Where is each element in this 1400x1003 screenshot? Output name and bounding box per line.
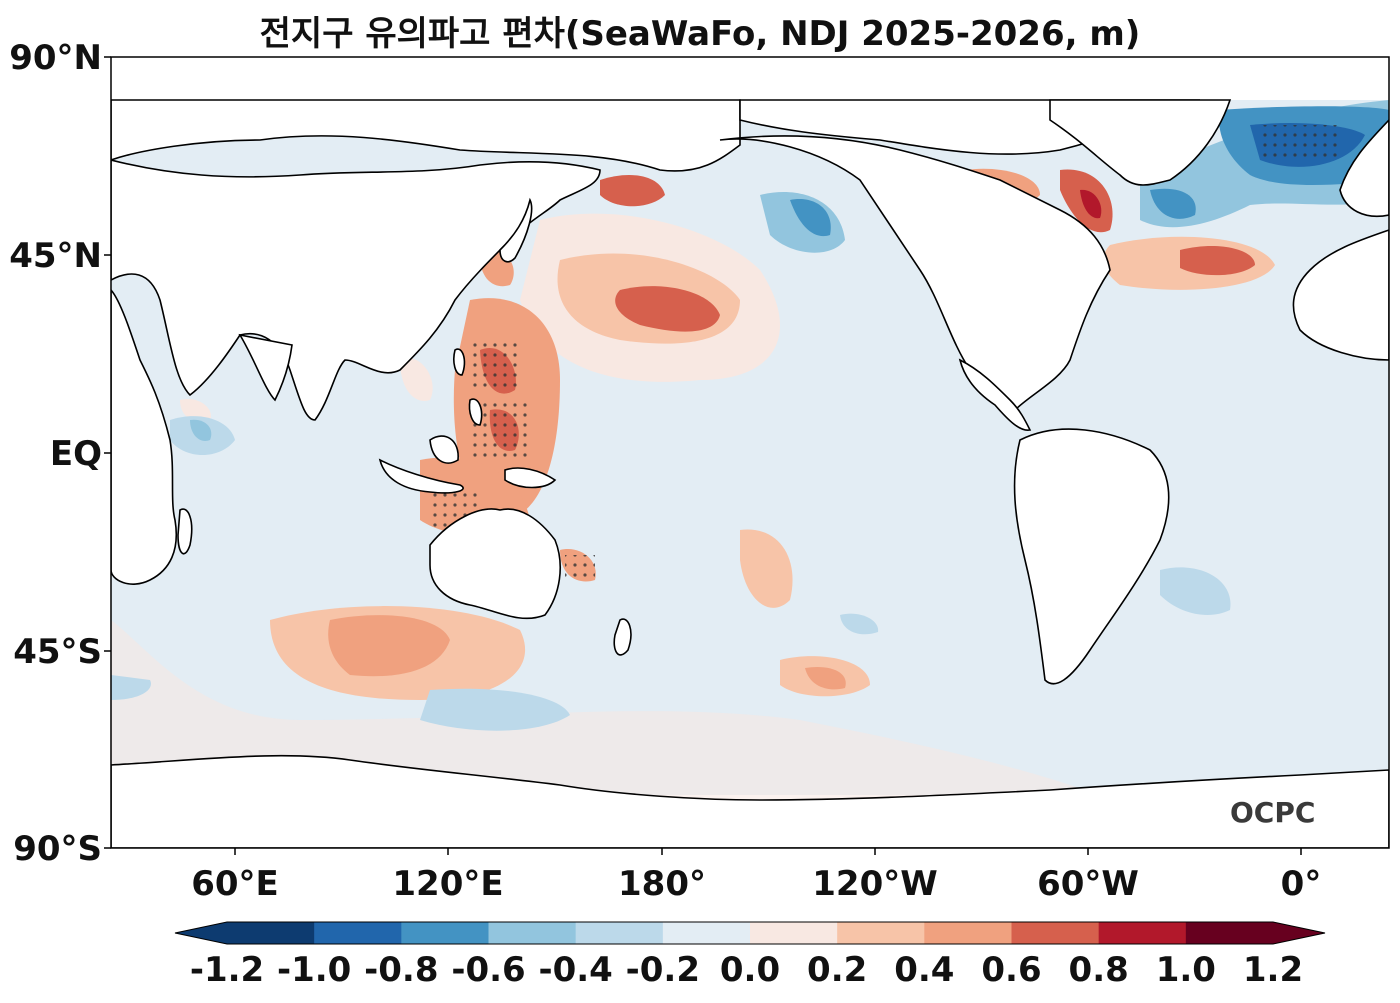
colorbar-tick-label: -0.2	[625, 950, 700, 990]
colorbar-tick-label: 1.0	[1155, 950, 1216, 990]
map-area	[111, 57, 1389, 848]
colorbar-tick-label: 0.2	[807, 950, 868, 990]
colorbar-segment	[1185, 922, 1274, 944]
lon-label-0: 0°	[1280, 864, 1322, 904]
lat-label-eq: EQ	[49, 434, 102, 474]
colorbar-tick-label: 0.4	[894, 950, 955, 990]
lat-label-45n: 45°N	[9, 236, 102, 276]
colorbar-tick-label: -1.0	[276, 950, 352, 990]
colorbar-segment	[837, 922, 925, 944]
colorbar-segment	[488, 922, 577, 944]
colorbar-segment	[1098, 922, 1187, 944]
lon-label-180: 180°	[618, 864, 706, 904]
colorbar-tick-label: -0.8	[364, 950, 439, 990]
colorbar-outline	[174, 921, 1326, 945]
colorbar-tick-label: 0.8	[1068, 950, 1129, 990]
map-title: 전지구 유의파고 편차(SeaWaFo, NDJ 2025-2026, m)	[259, 14, 1141, 54]
colorbar-tick-label: 1.2	[1242, 950, 1304, 990]
lon-label-120e: 120°E	[392, 864, 504, 904]
lat-label-90n: 90°N	[9, 38, 102, 78]
land-masses	[111, 99, 1389, 848]
lat-label-90s: 90°S	[13, 829, 102, 869]
colorbar-tick-label: -0.6	[451, 950, 526, 990]
axis-ticks	[104, 56, 1302, 855]
colorbar-segment	[750, 922, 838, 944]
colorbar-segment	[314, 922, 402, 944]
significance-stippling	[430, 125, 1340, 580]
colorbar-segment	[662, 922, 751, 944]
colorbar-tick-label: -0.4	[538, 950, 613, 990]
colorbar-tick-label: 0.0	[719, 950, 781, 990]
ocpc-logo: OCPC	[1230, 796, 1316, 829]
colorbar-segment	[227, 922, 315, 944]
colorbar	[174, 921, 1326, 945]
colorbar-segment	[1011, 922, 1100, 944]
colorbar-segment	[575, 922, 664, 944]
lon-label-60e: 60°E	[191, 864, 279, 904]
colorbar-segment	[401, 922, 489, 944]
lat-label-45s: 45°S	[13, 632, 102, 672]
colorbar-extend-high	[1273, 922, 1325, 944]
colorbar-segment	[924, 922, 1012, 944]
colorbar-tick-label: 0.6	[981, 950, 1042, 990]
colorbar-tick-label: -1.2	[189, 950, 265, 990]
lon-label-120w: 120°W	[812, 864, 938, 904]
lon-label-60w: 60°W	[1037, 864, 1139, 904]
colorbar-extend-low	[175, 922, 227, 944]
